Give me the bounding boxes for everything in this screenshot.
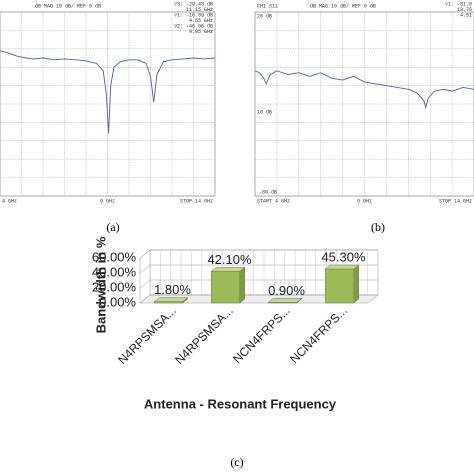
bar-top: [267, 298, 303, 303]
value-label: 45.30%: [321, 249, 366, 264]
start-label: START 4 GHz: [257, 198, 290, 204]
panel-label: (c): [230, 455, 243, 469]
bar-side: [296, 297, 302, 304]
value-label: 0.90%: [268, 283, 305, 298]
axis-note: 10 dB: [257, 109, 272, 115]
channel: CH1 S11: [257, 3, 278, 9]
side-wall: [139, 249, 151, 304]
y-tick-label: 0.00%: [99, 294, 136, 309]
y-tick-label: 20.00%: [92, 279, 137, 294]
header: dB MAG 10 dB/ REF 0 dB: [35, 3, 101, 9]
grid-line: [139, 294, 378, 304]
trace: [254, 70, 474, 109]
bar: [211, 271, 240, 304]
y-axis-title: Bandwidth in %: [93, 236, 108, 333]
stop-label: STOP 14 GHz: [439, 198, 472, 204]
y-tick-label: 40.00%: [92, 264, 137, 279]
panel-label: (a): [106, 220, 119, 234]
marker-text: 4.55 GHz: [189, 18, 213, 24]
center-label: 9 GHz: [100, 198, 115, 204]
marker-text: 9.05 GHz: [189, 29, 213, 35]
grid-line: [139, 264, 378, 274]
marker-text: ▽3: -29.43 dB: [174, 1, 213, 7]
header: dB MAG 10 dB/ REF 0 dB: [310, 3, 376, 9]
bar-side: [239, 266, 245, 304]
marker-text: ▽1: -16.89 dB: [174, 12, 213, 18]
axis-note: -80 dB: [259, 189, 277, 195]
bar-top: [153, 297, 189, 302]
stop-label: STOP 14 GHz: [180, 198, 213, 204]
bar-side: [353, 264, 359, 304]
grid-line: [139, 279, 378, 289]
marker-text: ▽2: -46.06 dB: [174, 23, 213, 29]
x-axis-title: Antenna - Resonant Frequency: [144, 396, 337, 411]
bar-side: [182, 297, 188, 304]
trace: [0, 50, 216, 134]
start-label: 4 GHz: [2, 198, 17, 204]
marker-text: 4.51: [460, 12, 472, 18]
marker-text: 13.76: [457, 7, 472, 13]
value-label: 42.10%: [207, 252, 252, 267]
bar-top: [324, 264, 360, 270]
y-tick-label: 60.00%: [92, 249, 137, 264]
panel-label: (b): [371, 220, 385, 234]
bar: [325, 268, 354, 304]
center-label: 9 GHz: [357, 198, 372, 204]
grid-line: [139, 249, 378, 259]
value-label: 1.80%: [154, 282, 191, 297]
marker-text: ▽1: -31.8: [445, 1, 472, 7]
axis-note: 20 dB: [257, 13, 272, 19]
marker-text: 11.15 GHz: [186, 7, 213, 13]
bar-top: [210, 267, 246, 272]
